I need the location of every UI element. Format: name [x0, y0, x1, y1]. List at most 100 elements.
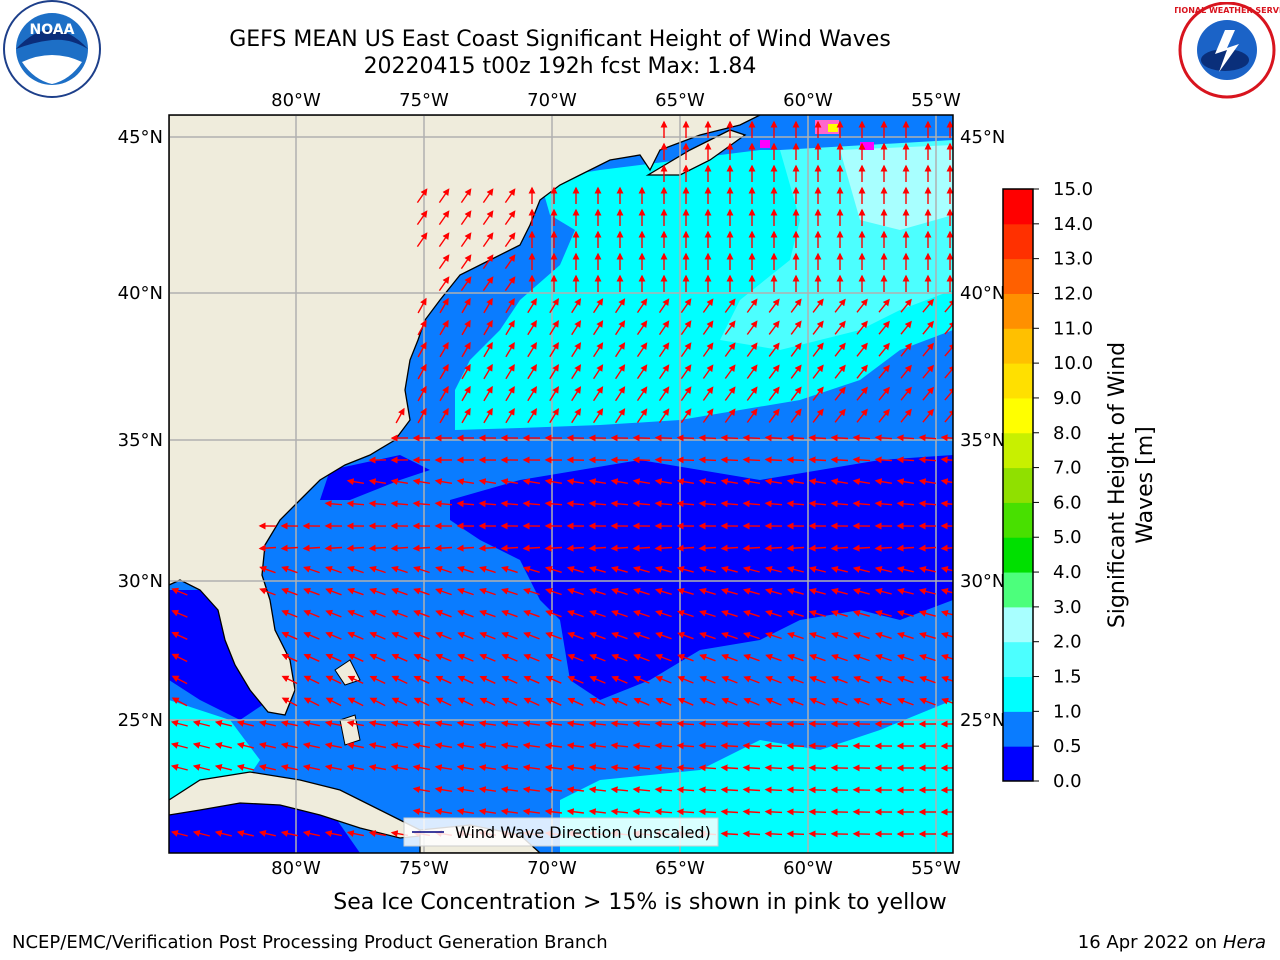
wind-wave-arrow	[236, 764, 254, 771]
wind-wave-arrow	[702, 320, 714, 335]
wind-wave-arrow	[325, 631, 342, 640]
wind-wave-arrow	[435, 697, 452, 707]
wind-wave-arrow	[856, 386, 868, 401]
wind-wave-arrow	[944, 386, 953, 401]
wind-wave-arrow	[438, 210, 450, 226]
wind-wave-arrow	[746, 364, 758, 379]
wind-wave-arrow	[944, 320, 953, 335]
wind-wave-arrow	[504, 232, 516, 248]
wind-wave-arrow	[589, 587, 606, 596]
wind-wave-arrow	[944, 408, 953, 423]
wind-wave-arrow	[615, 342, 626, 358]
wind-wave-arrow	[303, 675, 320, 685]
wind-wave-arrow	[610, 742, 629, 750]
lat-label-left: 45°N	[118, 127, 163, 148]
wind-wave-arrow	[478, 808, 497, 816]
colorbar-tick-label: 8.0	[1053, 423, 1082, 444]
wind-wave-arrow	[549, 408, 559, 424]
wind-wave-arrow	[566, 500, 585, 508]
wind-wave-arrow	[720, 808, 739, 816]
wind-wave-arrow	[610, 720, 629, 728]
wind-wave-arrow	[325, 609, 342, 618]
wind-wave-arrow	[483, 319, 493, 336]
wind-wave-arrow	[413, 697, 430, 707]
wind-wave-arrow	[522, 720, 540, 728]
wave-zone-0-0.5m-west	[320, 455, 430, 500]
wind-wave-arrow	[566, 720, 584, 728]
lon-label-top: 55°W	[911, 90, 961, 111]
wind-wave-arrow	[347, 587, 364, 596]
wind-wave-arrow	[325, 653, 342, 662]
wind-wave-arrow	[523, 587, 540, 596]
wind-wave-arrow	[677, 653, 694, 662]
wind-wave-arrow	[303, 587, 320, 596]
wind-wave-arrow	[544, 808, 562, 816]
wind-wave-arrow	[435, 609, 452, 618]
wind-wave-arrow	[830, 587, 848, 595]
wind-wave-arrow	[303, 631, 320, 640]
colorbar-tick-label: 7.0	[1053, 458, 1082, 479]
wind-wave-arrow	[632, 500, 651, 508]
wind-wave-arrow	[856, 298, 868, 313]
wind-wave-arrow	[368, 830, 387, 837]
wind-wave-arrow	[919, 653, 936, 662]
wind-wave-arrow	[808, 720, 827, 728]
wind-wave-arrow	[258, 544, 277, 552]
wind-wave-arrow	[856, 342, 868, 357]
noaa-logo: NOAA	[0, 0, 105, 100]
lon-label-bottom: 75°W	[399, 858, 449, 879]
wind-wave-arrow	[786, 764, 805, 772]
lat-label-right: 40°N	[960, 283, 1005, 304]
wind-wave-arrow	[742, 456, 761, 464]
wind-wave-arrow	[395, 407, 405, 424]
wind-wave-arrow	[214, 742, 232, 749]
wind-wave-arrow	[790, 364, 802, 379]
wind-wave-arrow	[391, 653, 408, 662]
wind-wave-arrow	[790, 298, 802, 313]
wind-wave-arrow	[456, 764, 475, 772]
wind-wave-arrow	[940, 456, 953, 464]
wind-wave-arrow	[941, 675, 953, 683]
wind-wave-arrow	[438, 276, 450, 292]
wind-wave-arrow	[461, 407, 471, 424]
wind-wave-arrow	[412, 720, 431, 728]
wind-wave-arrow	[259, 565, 276, 574]
wind-wave-arrow	[456, 742, 475, 750]
wind-wave-arrow	[324, 500, 343, 508]
wind-wave-arrow	[258, 720, 276, 727]
wind-wave-arrow	[544, 565, 562, 573]
wind-wave-arrow	[523, 675, 540, 684]
wind-wave-arrow	[527, 298, 537, 314]
wind-wave-arrow	[593, 386, 604, 402]
wind-wave-arrow	[746, 298, 758, 313]
wind-wave-arrow	[390, 478, 409, 486]
sea-ice-caption: Sea Ice Concentration > 15% is shown in …	[333, 890, 947, 915]
wind-wave-arrow	[808, 566, 826, 573]
wind-wave-arrow	[391, 587, 408, 596]
wind-wave-arrow	[724, 320, 736, 335]
wind-wave-arrow	[501, 697, 518, 707]
wind-wave-arrow	[787, 631, 804, 640]
wind-wave-arrow	[918, 456, 937, 464]
wind-wave-arrow	[636, 320, 648, 335]
wind-wave-arrow	[632, 565, 650, 573]
wind-wave-arrow	[500, 786, 518, 794]
wind-wave-arrow	[347, 653, 364, 662]
wind-wave-arrow	[632, 764, 651, 772]
wind-wave-arrow	[676, 478, 695, 486]
wind-wave-arrow	[527, 386, 537, 402]
wind-wave-arrow	[680, 386, 692, 402]
wind-wave-arrow	[702, 342, 714, 357]
wind-wave-arrow	[567, 631, 584, 640]
wind-wave-arrow	[505, 342, 515, 358]
wind-wave-arrow	[698, 565, 716, 573]
wind-wave-arrow	[654, 434, 673, 442]
colorbar-tick-label: 5.0	[1053, 527, 1082, 548]
wind-wave-arrow	[698, 720, 717, 728]
colorbar-tick-label: 11.0	[1053, 318, 1093, 339]
wind-wave-arrow	[325, 565, 342, 574]
wind-wave-arrow	[786, 587, 804, 595]
wind-wave-arrow	[790, 320, 802, 335]
wind-wave-arrow	[764, 742, 783, 750]
wind-wave-arrow	[632, 434, 651, 442]
